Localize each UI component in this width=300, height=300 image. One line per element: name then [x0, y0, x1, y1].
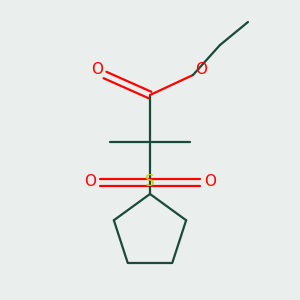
Text: S: S [145, 175, 155, 190]
Text: O: O [84, 175, 96, 190]
Text: O: O [204, 175, 216, 190]
Text: O: O [195, 62, 207, 77]
Text: O: O [91, 62, 103, 77]
